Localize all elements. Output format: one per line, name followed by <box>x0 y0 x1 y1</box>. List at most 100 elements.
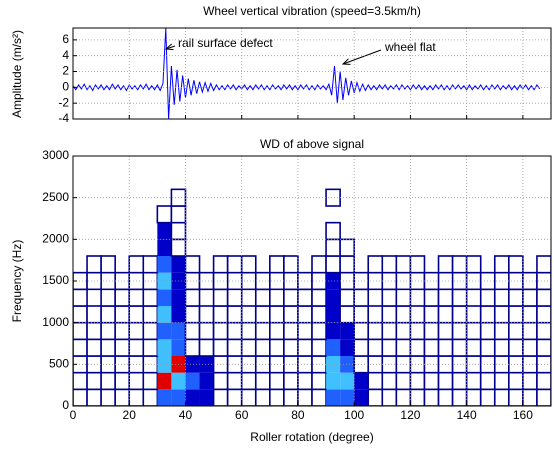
wd-cell <box>536 255 551 274</box>
wd-cell <box>199 389 214 406</box>
wd-cell <box>326 339 341 356</box>
wd-cell <box>269 321 285 341</box>
wd-cell <box>311 288 327 307</box>
wd-cell <box>156 205 173 224</box>
wd-cell <box>465 321 482 341</box>
y-axis-label: Amplitude (m/s²) <box>10 30 24 118</box>
wd-cell <box>395 371 412 391</box>
x-tick-label: 80 <box>291 408 305 422</box>
wd-cell <box>339 255 355 274</box>
wd-cell <box>395 305 412 324</box>
wd-cell <box>86 321 102 341</box>
wd-cell <box>114 305 131 324</box>
wd-cell <box>283 338 299 357</box>
wd-cell <box>297 371 313 391</box>
wd-cell <box>381 321 398 341</box>
wd-cell <box>409 371 426 391</box>
wd-cell <box>297 338 313 357</box>
wd-cell <box>437 388 454 406</box>
wd-cell <box>451 371 468 391</box>
wd-cell <box>254 388 271 406</box>
wd-cell <box>73 338 88 357</box>
wd-cell <box>437 371 454 391</box>
wd-cell <box>100 321 116 341</box>
y-axis-label: Frequency (Hz) <box>10 240 24 323</box>
wd-cell <box>508 255 524 274</box>
wd-cell <box>493 388 510 406</box>
wd-cell <box>184 305 201 324</box>
wd-cell <box>311 388 327 406</box>
wd-cell <box>128 305 145 324</box>
wd-cell <box>451 338 468 357</box>
wd-cell <box>184 338 201 357</box>
y-tick-label: -4 <box>58 111 69 125</box>
wd-cell <box>128 255 145 274</box>
y-tick-label: 500 <box>49 357 69 371</box>
wd-cell <box>198 305 215 324</box>
wd-cell <box>409 321 426 341</box>
wd-cell <box>340 356 355 373</box>
x-tick-label: 140 <box>457 408 477 422</box>
wd-cell <box>437 321 454 341</box>
x-tick-label: 160 <box>513 408 533 422</box>
wd-cell <box>340 372 355 390</box>
wd-cell <box>326 322 341 340</box>
wd-cell <box>367 255 384 274</box>
y-tick-label: 2500 <box>42 190 69 204</box>
wd-cell <box>522 338 538 357</box>
wd-cell <box>353 288 370 307</box>
wd-cell <box>128 338 145 357</box>
x-axis-label: Roller rotation (degree) <box>250 430 373 444</box>
wd-cell <box>522 321 538 341</box>
annotation-arrow <box>166 46 176 49</box>
wd-cell <box>339 305 355 324</box>
wd-cell <box>297 288 313 307</box>
wd-cell <box>226 321 243 341</box>
wd-cell <box>283 255 299 274</box>
wd-cell <box>536 371 551 391</box>
wd-cell <box>212 371 229 391</box>
wd-cell <box>493 305 510 324</box>
wd-cell <box>479 338 496 357</box>
wd-cell <box>240 305 257 324</box>
wd-cell <box>493 371 510 391</box>
wd-cell <box>100 388 116 406</box>
wd-cell <box>171 389 186 406</box>
wd-cell <box>73 388 88 406</box>
wd-cell <box>536 288 551 307</box>
wd-cell <box>86 255 102 274</box>
wd-cell <box>212 305 229 324</box>
wd-cell <box>269 338 285 357</box>
wd-cell <box>423 338 440 357</box>
wd-cell <box>283 371 299 391</box>
wd-cell <box>269 305 285 324</box>
wd-cell <box>479 388 496 406</box>
wd-cell <box>465 255 482 274</box>
wd-cell <box>451 321 468 341</box>
wd-cell <box>409 388 426 406</box>
annotation: wheel flat <box>384 40 436 54</box>
wd-cell <box>508 388 524 406</box>
wd-cell <box>157 356 172 373</box>
wd-cell <box>142 338 159 357</box>
wd-cell <box>311 255 327 274</box>
wd-cell <box>451 388 468 406</box>
wd-cell <box>100 338 116 357</box>
wd-cell <box>354 389 369 406</box>
wd-cell <box>157 289 172 306</box>
wd-cell <box>522 371 538 391</box>
x-tick-label: 60 <box>235 408 249 422</box>
wd-cell <box>423 388 440 406</box>
wd-cell <box>100 371 116 391</box>
y-tick-label: 0 <box>62 398 69 412</box>
wd-cell <box>114 288 131 307</box>
y-tick-label: 3000 <box>42 148 69 162</box>
wd-cell <box>536 338 551 357</box>
plot-frame <box>72 155 552 407</box>
wd-cell <box>184 321 201 341</box>
wd-cell <box>283 288 299 307</box>
wd-cell <box>522 388 538 406</box>
wd-cell <box>171 322 186 340</box>
plot-frame <box>72 27 552 120</box>
